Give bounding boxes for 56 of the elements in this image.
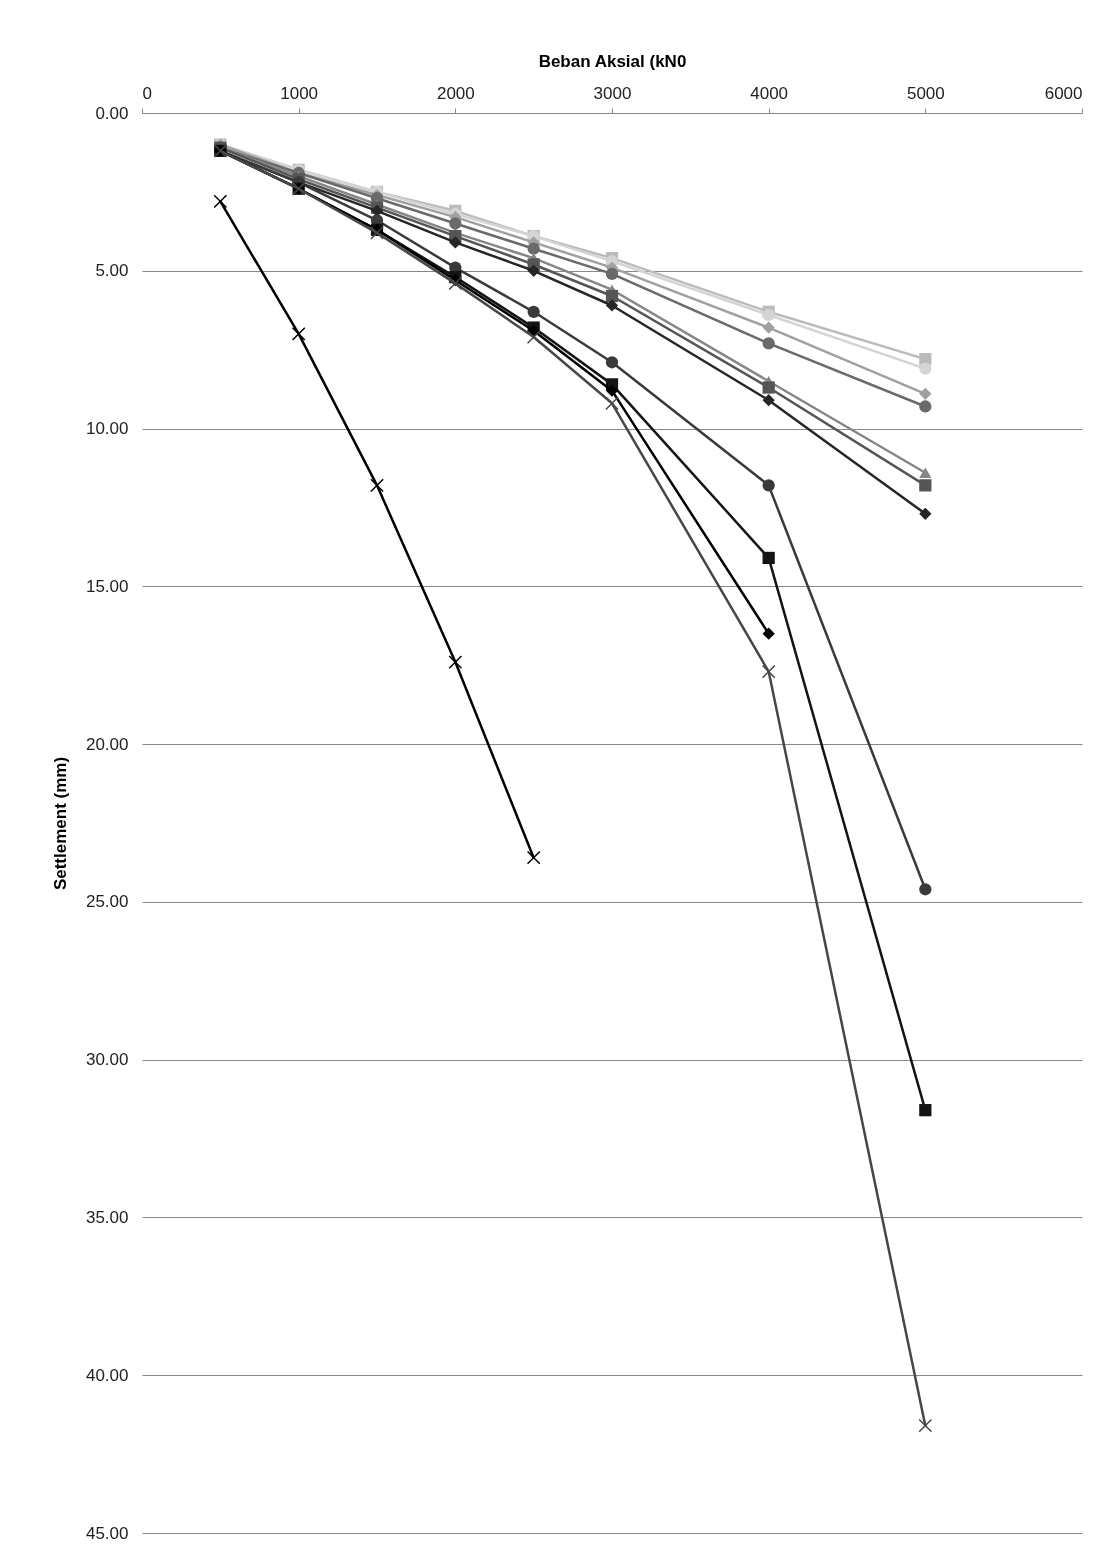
y-tick-label: 5.00	[95, 261, 129, 281]
point	[762, 337, 775, 350]
point	[919, 883, 932, 896]
x-tick-label: 6000	[1044, 83, 1083, 103]
point	[919, 400, 932, 413]
point	[919, 507, 932, 520]
point	[213, 194, 228, 209]
point	[762, 627, 775, 640]
x-tick-label: 5000	[906, 83, 945, 103]
y-tick-label: 35.00	[85, 1207, 129, 1227]
point	[919, 362, 932, 375]
x-tick-label: 0	[142, 83, 152, 103]
point	[762, 551, 775, 565]
point	[605, 356, 619, 369]
point	[448, 276, 463, 291]
point	[605, 396, 619, 411]
y-axis-title: Settlement (mm)	[50, 756, 70, 891]
point	[449, 236, 462, 249]
point	[762, 394, 775, 407]
y-tick-label: 40.00	[85, 1365, 129, 1385]
point	[526, 330, 541, 344]
point	[762, 479, 775, 492]
point	[919, 1104, 932, 1117]
point	[919, 479, 932, 492]
x-tick-label: 1000	[280, 83, 319, 103]
point	[291, 327, 306, 341]
point	[919, 467, 932, 479]
y-tick-label: 10.00	[85, 419, 129, 439]
point	[761, 664, 776, 679]
x-axis-title: Beban Aksial (kN0	[538, 51, 687, 71]
point	[762, 381, 775, 394]
point	[527, 264, 540, 277]
point	[919, 387, 932, 400]
point	[527, 305, 540, 318]
y-tick-label: 0.00	[95, 103, 129, 123]
y-tick-label: 20.00	[85, 734, 129, 754]
x-tick-label: 3000	[593, 83, 632, 103]
point	[370, 478, 384, 493]
point	[605, 299, 619, 312]
x-tick-label: 4000	[750, 83, 789, 103]
point	[526, 850, 541, 865]
y-tick-label: 45.00	[85, 1523, 129, 1543]
point	[449, 217, 462, 230]
point	[762, 321, 775, 334]
point	[605, 267, 619, 281]
point	[448, 655, 463, 669]
point	[605, 384, 619, 397]
point	[527, 242, 540, 255]
point	[762, 308, 775, 322]
point	[918, 1418, 933, 1433]
y-tick-label: 15.00	[85, 576, 129, 596]
y-tick-label: 25.00	[85, 892, 129, 912]
point	[370, 226, 384, 240]
point	[605, 289, 619, 303]
y-tick-label: 30.00	[85, 1050, 129, 1070]
x-tick-label: 2000	[436, 83, 475, 103]
